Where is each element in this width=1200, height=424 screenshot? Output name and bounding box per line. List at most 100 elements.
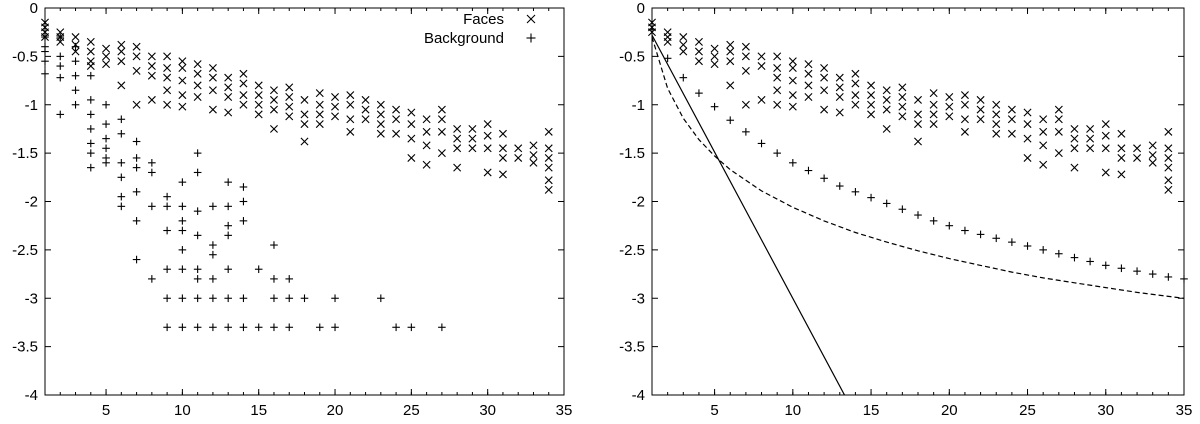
y-tick-label: -2 <box>632 194 645 211</box>
x-point <box>239 91 248 100</box>
x-point <box>132 66 141 75</box>
x-point-stroke <box>437 115 446 124</box>
x-point-stroke <box>726 40 735 49</box>
x-point-stroke <box>867 110 876 119</box>
x-point <box>1070 163 1079 172</box>
x-point <box>898 112 907 121</box>
plus-point <box>163 192 171 201</box>
x-point <box>544 144 553 153</box>
plus-point <box>270 275 278 283</box>
x-point-stroke <box>102 52 111 61</box>
x-point <box>1101 131 1110 140</box>
plus-point <box>209 275 217 283</box>
x-point <box>851 100 860 109</box>
plus-point <box>102 120 110 128</box>
x-point <box>882 95 891 104</box>
x-point-stroke <box>945 102 954 111</box>
x-point <box>1070 124 1079 133</box>
x-point-stroke <box>835 83 844 92</box>
plus-point <box>407 323 416 332</box>
x-point <box>945 112 954 121</box>
plus-point <box>867 193 875 202</box>
x-point-stroke <box>71 47 80 56</box>
x-point <box>1101 120 1110 129</box>
legend-x-marker <box>526 14 536 24</box>
x-point <box>788 63 797 72</box>
plus-point <box>163 202 171 211</box>
plus-point <box>945 221 954 230</box>
x-point <box>820 86 829 95</box>
x-point <box>376 110 385 119</box>
x-point <box>1101 144 1110 153</box>
plus-point <box>1148 270 1157 278</box>
x-point-stroke <box>392 115 401 124</box>
x-point <box>453 163 462 172</box>
x-point-stroke <box>269 95 278 104</box>
x-point-stroke <box>422 115 431 124</box>
x-point <box>741 66 750 75</box>
x-point-stroke <box>1023 108 1032 117</box>
x-point-stroke <box>117 47 126 56</box>
x-point-stroke <box>132 100 141 109</box>
x-point <box>788 76 797 85</box>
x-point <box>300 137 309 146</box>
plus-point <box>56 33 65 41</box>
x-point <box>529 151 538 160</box>
x-point-stroke <box>804 69 813 78</box>
x-point <box>193 93 202 101</box>
x-point <box>178 76 187 85</box>
x-point-stroke <box>773 52 782 61</box>
x-point-stroke <box>741 42 750 51</box>
x-point <box>483 168 492 177</box>
x-point-stroke <box>224 73 233 82</box>
x-point <box>882 105 891 114</box>
right-chart: 0 -0.5 -1 -1.5 -2 -2.5 -3 -3.5 -4 5 10 15 20 25 30 35 <box>619 0 1192 419</box>
plus-point <box>1164 273 1173 281</box>
x-point-stroke <box>483 120 492 129</box>
y-tick-label: -3.5 <box>619 339 645 356</box>
x-point-stroke <box>407 134 416 143</box>
x-point <box>867 100 876 109</box>
x-point <box>407 153 416 162</box>
x-point-stroke <box>498 129 507 138</box>
plus-point <box>163 226 171 235</box>
x-point <box>269 86 278 95</box>
x-point-stroke <box>1039 160 1048 169</box>
y-tick-label: -2 <box>25 194 38 211</box>
x-point <box>208 86 217 95</box>
x-point <box>741 42 750 51</box>
y-tick-label: -3 <box>632 290 645 307</box>
x-point <box>117 81 126 90</box>
x-tick-label: 10 <box>784 402 801 419</box>
x-point-stroke <box>1164 153 1173 162</box>
x-point <box>71 47 80 56</box>
x-point <box>147 95 156 104</box>
plus-point <box>285 294 294 303</box>
x-point-stroke <box>117 81 126 90</box>
x-point-stroke <box>147 95 156 104</box>
plus-point <box>178 226 187 235</box>
x-point-stroke <box>1007 115 1016 124</box>
x-point <box>376 100 385 109</box>
x-point-stroke <box>453 163 462 172</box>
x-point <box>898 83 907 92</box>
plus-point <box>1180 275 1188 283</box>
plus-point <box>710 102 719 111</box>
x-point-stroke <box>193 93 202 101</box>
plus-point <box>178 178 187 186</box>
plus-point <box>56 73 65 82</box>
x-point <box>529 158 538 167</box>
x-point <box>1054 115 1063 124</box>
x-point-stroke <box>163 52 172 61</box>
x-point-stroke <box>269 105 278 114</box>
x-point-stroke <box>1070 134 1079 143</box>
x-point <box>726 57 735 66</box>
x-point <box>679 33 688 42</box>
x-point <box>929 89 938 98</box>
x-marker-series <box>648 18 1173 194</box>
x-point-stroke <box>269 86 278 95</box>
x-point <box>1070 144 1079 153</box>
plus-point <box>86 71 95 80</box>
x-point <box>1117 170 1126 179</box>
x-point-stroke <box>1054 115 1063 124</box>
